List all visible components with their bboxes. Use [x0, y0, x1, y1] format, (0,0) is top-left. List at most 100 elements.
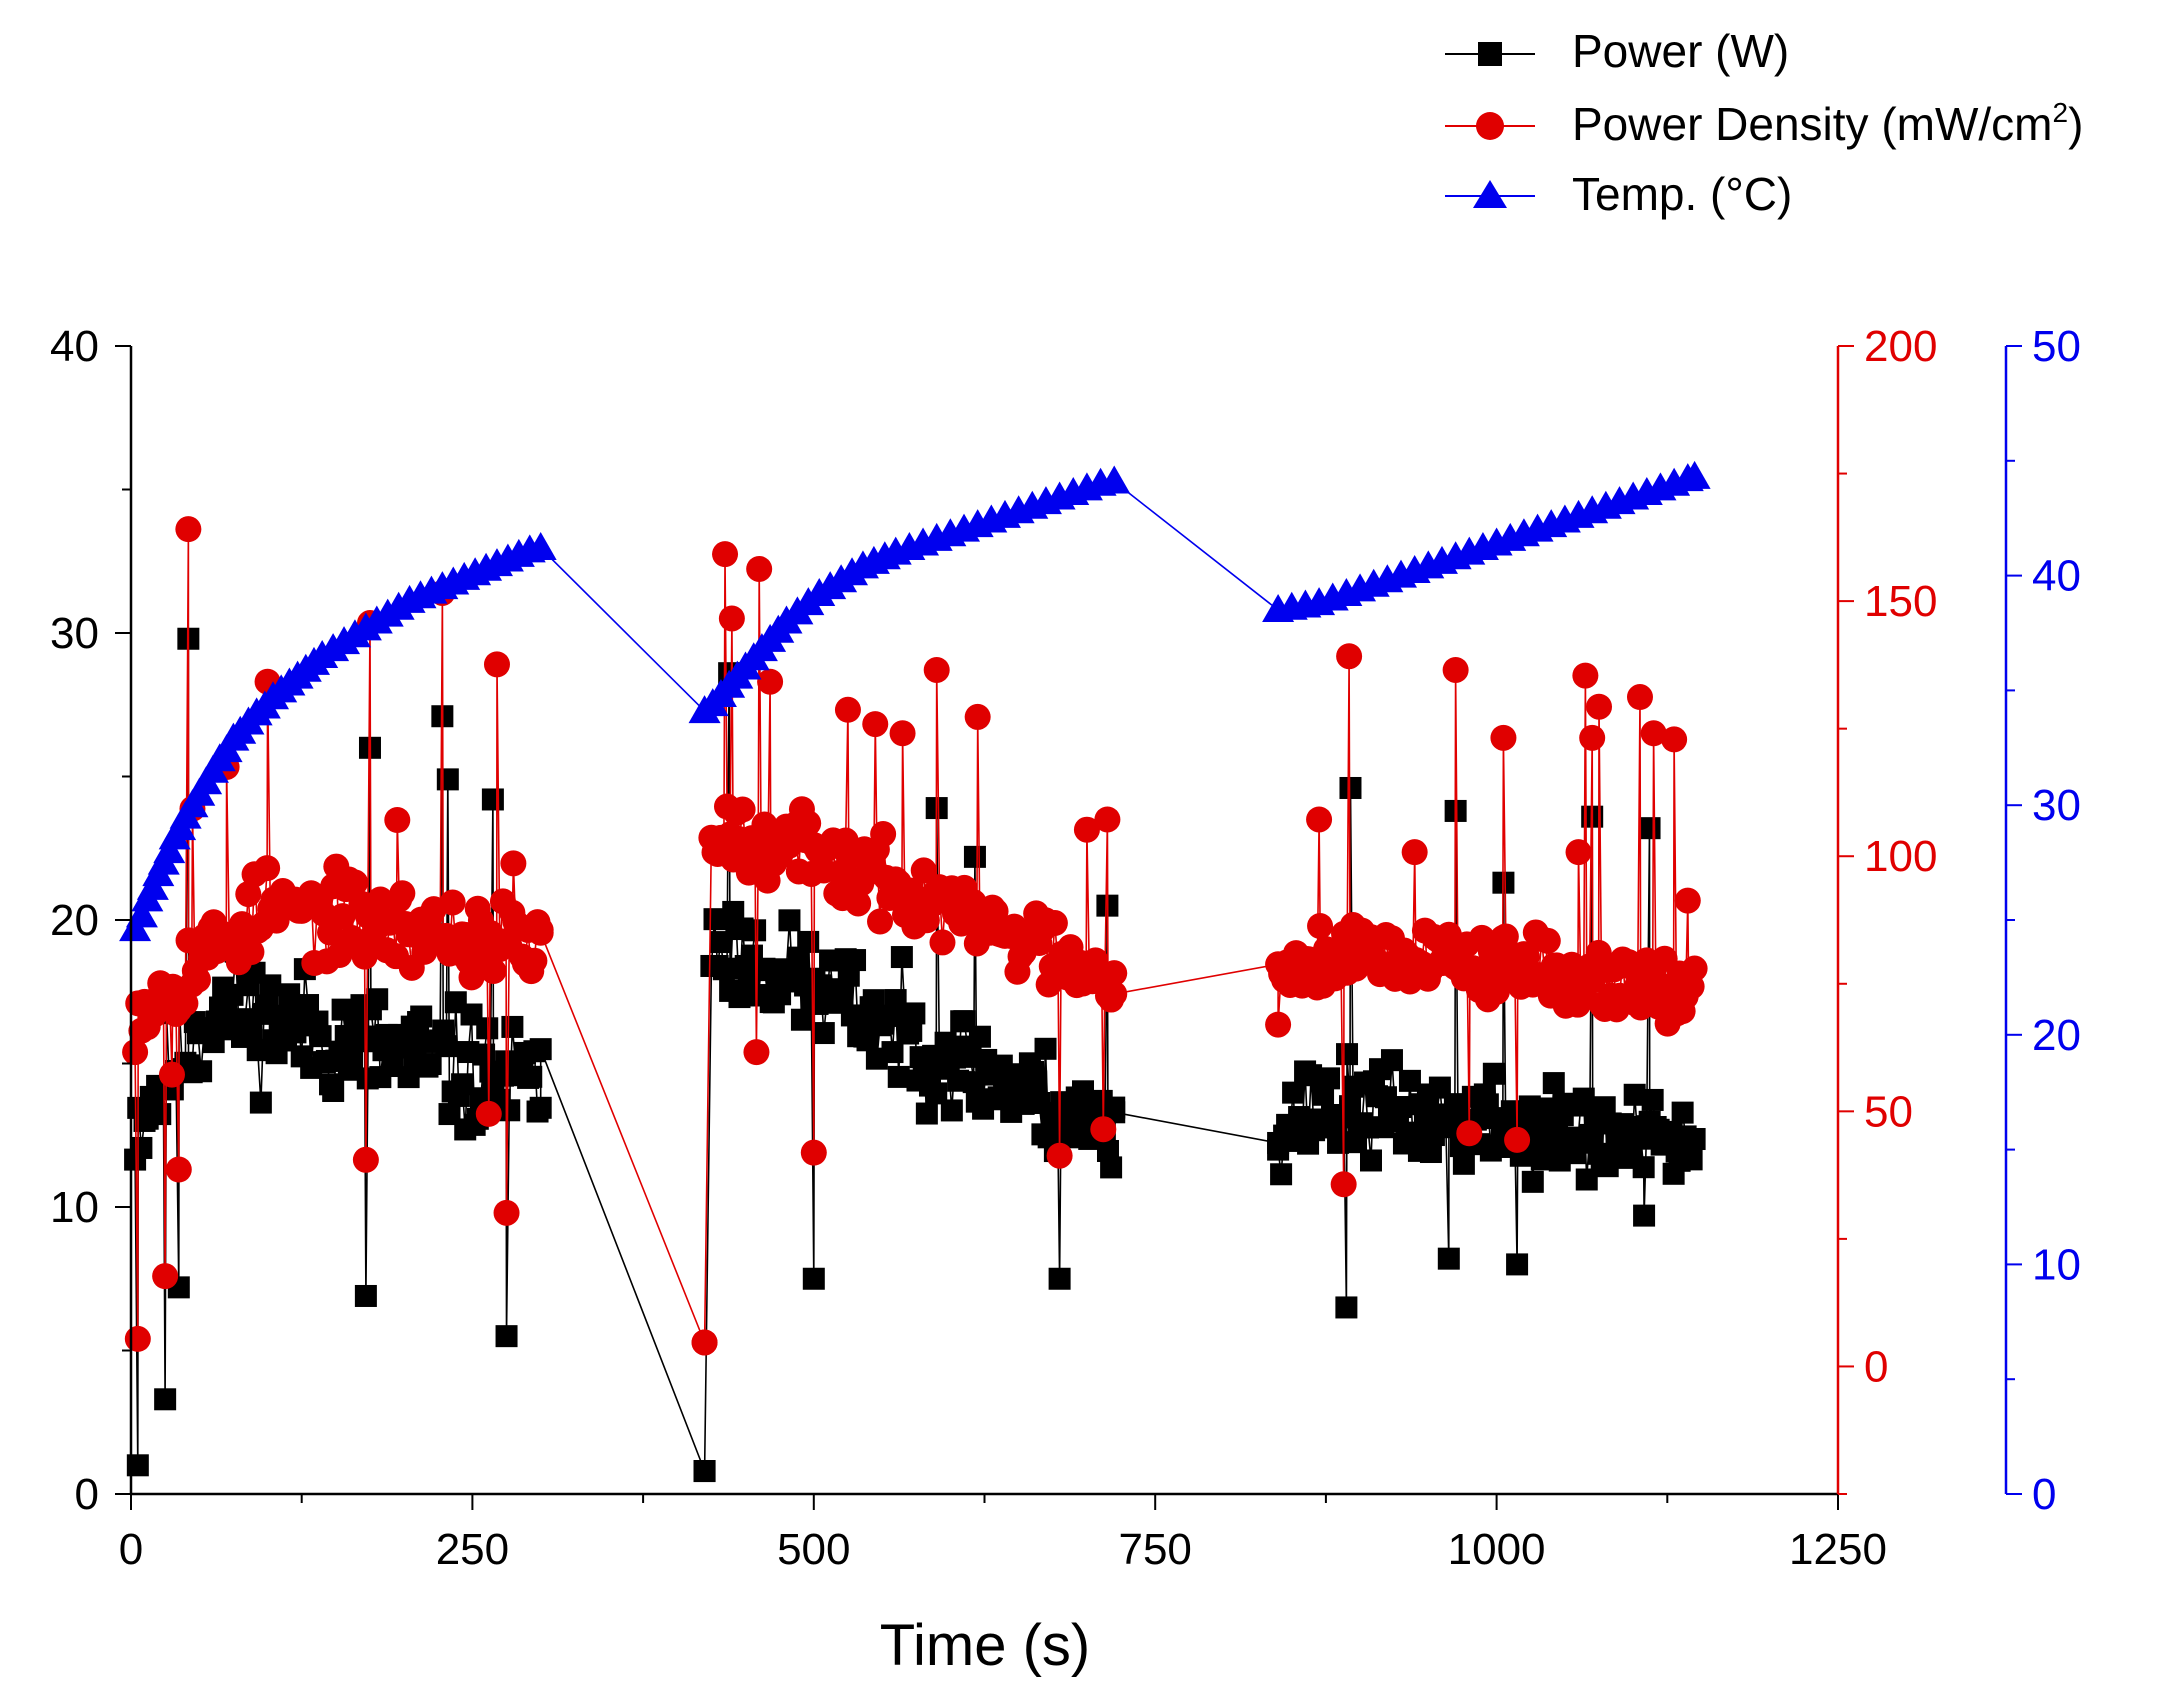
power-point	[1452, 1152, 1475, 1175]
x-tick-label: 1000	[1448, 1525, 1546, 1574]
legend-marker-temp-triangle	[1473, 180, 1507, 208]
power-density-point	[1306, 806, 1333, 833]
power-point	[968, 1025, 991, 1048]
power-point	[1671, 1101, 1694, 1124]
power-point	[1575, 1168, 1598, 1191]
right2-tick-label: 50	[2032, 322, 2081, 371]
power-density-point	[743, 1039, 770, 1066]
power-density-point	[1586, 693, 1613, 720]
power-density-point	[152, 1263, 179, 1290]
power-point	[1428, 1076, 1451, 1099]
left-tick-label: 0	[75, 1470, 99, 1519]
right1-tick-label: 0	[1864, 1342, 1888, 1391]
power-point	[1632, 1156, 1655, 1179]
power-point	[903, 1002, 926, 1025]
x-tick-label: 0	[119, 1525, 143, 1574]
power-point	[366, 988, 389, 1011]
power-density-point	[521, 947, 548, 974]
power-density-point	[712, 541, 739, 568]
right1-tick-label: 100	[1864, 832, 1937, 881]
power-point	[812, 1022, 835, 1045]
power-point	[1270, 1163, 1293, 1186]
power-density-point	[475, 1100, 502, 1127]
power-point	[844, 949, 867, 972]
power-point	[887, 1065, 910, 1088]
power-density-point	[184, 966, 211, 993]
power-density-point	[889, 720, 916, 747]
power-density-point	[1336, 643, 1363, 670]
power-density-point	[342, 869, 369, 896]
power-density-point	[367, 886, 394, 913]
power-density-point	[729, 796, 756, 823]
right-y-axis-temp: 0 10 20 30 40 50	[2004, 322, 2081, 1519]
series-temp	[119, 460, 1711, 942]
power-point	[397, 1066, 420, 1089]
power-density-point	[691, 1329, 718, 1356]
power-density-point	[329, 903, 356, 930]
power-point	[831, 982, 854, 1005]
power-point	[940, 1099, 963, 1122]
power-point	[154, 1388, 177, 1411]
power-point	[130, 1136, 153, 1159]
power-density-point	[254, 855, 281, 882]
power-point	[495, 1325, 518, 1348]
power-density-point	[389, 880, 416, 907]
power-point	[1633, 1204, 1656, 1227]
right2-tick-label: 30	[2032, 781, 2081, 830]
power-point	[693, 1460, 716, 1483]
power-point	[1404, 1122, 1427, 1145]
series-power-density	[122, 516, 1708, 1356]
power-point	[1419, 1141, 1442, 1164]
power-point	[529, 1096, 552, 1119]
legend-label-power-density-end: )	[2068, 98, 2083, 150]
power-point	[802, 1267, 825, 1290]
power-point	[963, 845, 986, 868]
power-point	[1506, 1253, 1529, 1276]
right2-tick-label: 0	[2032, 1470, 2056, 1519]
power-density-point	[175, 516, 202, 543]
power-density-point	[870, 821, 897, 848]
legend-label-power-density: Power Density (mW/cm2)	[1572, 97, 2083, 150]
power-point	[1100, 1156, 1123, 1179]
power-point	[435, 1035, 458, 1058]
legend-item-power-density: Power Density (mW/cm2)	[1445, 97, 2083, 150]
power-density-point	[795, 810, 822, 837]
legend-item-temp: Temp. (°C)	[1445, 168, 1792, 220]
power-point	[1025, 1070, 1048, 1093]
power-density-point	[527, 919, 554, 946]
power-point	[1683, 1128, 1706, 1151]
power-density-point	[1046, 1142, 1073, 1169]
power-density-point	[1504, 1126, 1531, 1153]
power-density-point	[982, 898, 1009, 925]
power-density-point	[1307, 912, 1334, 939]
power-density-point	[439, 889, 466, 916]
power-density-point	[1661, 726, 1688, 753]
power-point	[1034, 1037, 1057, 1060]
power-point	[259, 974, 282, 997]
power-density-point	[165, 1156, 192, 1183]
legend-label-power-density-sup: 2	[2052, 97, 2068, 128]
power-density-point	[1090, 1116, 1117, 1143]
power-point	[498, 1099, 521, 1122]
power-point	[915, 1102, 938, 1125]
x-tick-label: 250	[436, 1525, 509, 1574]
power-point	[520, 1065, 543, 1088]
power-density-point	[1073, 816, 1100, 843]
power-density-point	[235, 881, 262, 908]
right1-tick-label: 200	[1864, 322, 1937, 371]
legend-label-power: Power (W)	[1572, 25, 1789, 77]
power-point	[354, 1284, 377, 1307]
temp-point	[1098, 465, 1131, 494]
power-density-point	[834, 696, 861, 723]
power-point	[1300, 1064, 1323, 1087]
power-point	[703, 908, 726, 931]
power-density-point	[964, 703, 991, 730]
power-density-point	[867, 908, 894, 935]
power-density-point	[480, 958, 507, 985]
left-tick-label: 20	[50, 896, 99, 945]
power-density-point	[384, 806, 411, 833]
power-point	[900, 1019, 923, 1042]
x-tick-label: 750	[1118, 1525, 1191, 1574]
power-point	[1318, 1067, 1341, 1090]
power-point	[1638, 817, 1661, 840]
